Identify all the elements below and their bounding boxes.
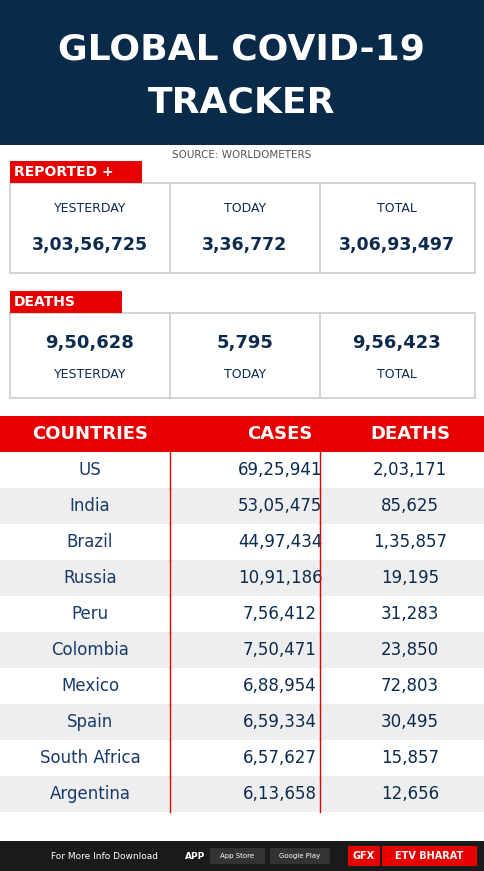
Text: Colombia: Colombia xyxy=(51,641,129,659)
Bar xyxy=(0,632,484,668)
Text: 44,97,434: 44,97,434 xyxy=(237,533,321,551)
Text: 6,57,627: 6,57,627 xyxy=(242,749,316,767)
Bar xyxy=(0,841,484,871)
Text: 31,283: 31,283 xyxy=(380,605,439,623)
Text: Mexico: Mexico xyxy=(61,677,119,695)
Bar xyxy=(10,313,474,398)
Text: 6,88,954: 6,88,954 xyxy=(242,677,316,695)
Bar xyxy=(0,524,484,560)
Text: 6,13,658: 6,13,658 xyxy=(242,785,317,803)
Text: Spain: Spain xyxy=(67,713,113,731)
Text: COUNTRIES: COUNTRIES xyxy=(32,425,148,443)
Text: DEATHS: DEATHS xyxy=(14,295,76,309)
Text: Google Play: Google Play xyxy=(279,853,320,859)
Bar xyxy=(10,161,142,183)
Text: 7,50,471: 7,50,471 xyxy=(242,641,316,659)
Bar xyxy=(0,416,484,452)
Text: 9,56,423: 9,56,423 xyxy=(352,334,440,352)
Text: APP: APP xyxy=(184,852,205,861)
Text: 72,803: 72,803 xyxy=(380,677,438,695)
Text: 15,857: 15,857 xyxy=(380,749,438,767)
Bar xyxy=(10,183,474,273)
Text: 5,795: 5,795 xyxy=(216,334,273,352)
Text: Russia: Russia xyxy=(63,569,117,587)
Text: Peru: Peru xyxy=(71,605,108,623)
Text: 10,91,186: 10,91,186 xyxy=(237,569,322,587)
Text: 3,03,56,725: 3,03,56,725 xyxy=(32,236,148,254)
Bar xyxy=(348,846,379,866)
Text: 1,35,857: 1,35,857 xyxy=(372,533,446,551)
Text: 2,03,171: 2,03,171 xyxy=(372,461,446,479)
Text: Argentina: Argentina xyxy=(49,785,130,803)
Text: TOTAL: TOTAL xyxy=(376,201,416,214)
Bar xyxy=(0,776,484,812)
Bar xyxy=(0,488,484,524)
Text: DEATHS: DEATHS xyxy=(369,425,449,443)
Bar xyxy=(0,704,484,740)
Text: GLOBAL COVID-19: GLOBAL COVID-19 xyxy=(59,33,424,67)
Text: 69,25,941: 69,25,941 xyxy=(237,461,321,479)
Text: US: US xyxy=(78,461,101,479)
Text: 30,495: 30,495 xyxy=(380,713,438,731)
Bar xyxy=(0,596,484,632)
Text: 12,656: 12,656 xyxy=(380,785,438,803)
Text: TODAY: TODAY xyxy=(224,368,266,381)
Text: 3,06,93,497: 3,06,93,497 xyxy=(338,236,454,254)
Bar xyxy=(0,740,484,776)
Text: 6,59,334: 6,59,334 xyxy=(242,713,317,731)
Text: TOTAL: TOTAL xyxy=(376,368,416,381)
Text: CASES: CASES xyxy=(247,425,312,443)
Text: South Africa: South Africa xyxy=(40,749,140,767)
Bar xyxy=(0,668,484,704)
Text: ETV BHARAT: ETV BHARAT xyxy=(394,851,462,861)
Text: GFX: GFX xyxy=(352,851,374,861)
Bar xyxy=(0,452,484,488)
Bar xyxy=(381,846,476,866)
Text: TODAY: TODAY xyxy=(224,201,266,214)
Text: 23,850: 23,850 xyxy=(380,641,438,659)
Text: 9,50,628: 9,50,628 xyxy=(45,334,134,352)
Text: 85,625: 85,625 xyxy=(380,497,438,515)
Bar xyxy=(10,291,122,313)
Text: REPORTED +: REPORTED + xyxy=(14,165,113,179)
Text: App Store: App Store xyxy=(219,853,254,859)
Text: SOURCE: WORLDOMETERS: SOURCE: WORLDOMETERS xyxy=(172,150,311,160)
Text: YESTERDAY: YESTERDAY xyxy=(54,368,126,381)
Text: 7,56,412: 7,56,412 xyxy=(242,605,317,623)
Bar xyxy=(210,848,264,864)
Bar xyxy=(270,848,329,864)
Text: 3,36,772: 3,36,772 xyxy=(202,236,287,254)
Bar xyxy=(0,560,484,596)
Text: For More Info Download: For More Info Download xyxy=(51,852,158,861)
Text: 53,05,475: 53,05,475 xyxy=(237,497,321,515)
Text: TRACKER: TRACKER xyxy=(148,86,335,120)
Text: Brazil: Brazil xyxy=(67,533,113,551)
Bar xyxy=(0,0,484,145)
Text: 19,195: 19,195 xyxy=(380,569,438,587)
Text: India: India xyxy=(70,497,110,515)
Text: YESTERDAY: YESTERDAY xyxy=(54,201,126,214)
